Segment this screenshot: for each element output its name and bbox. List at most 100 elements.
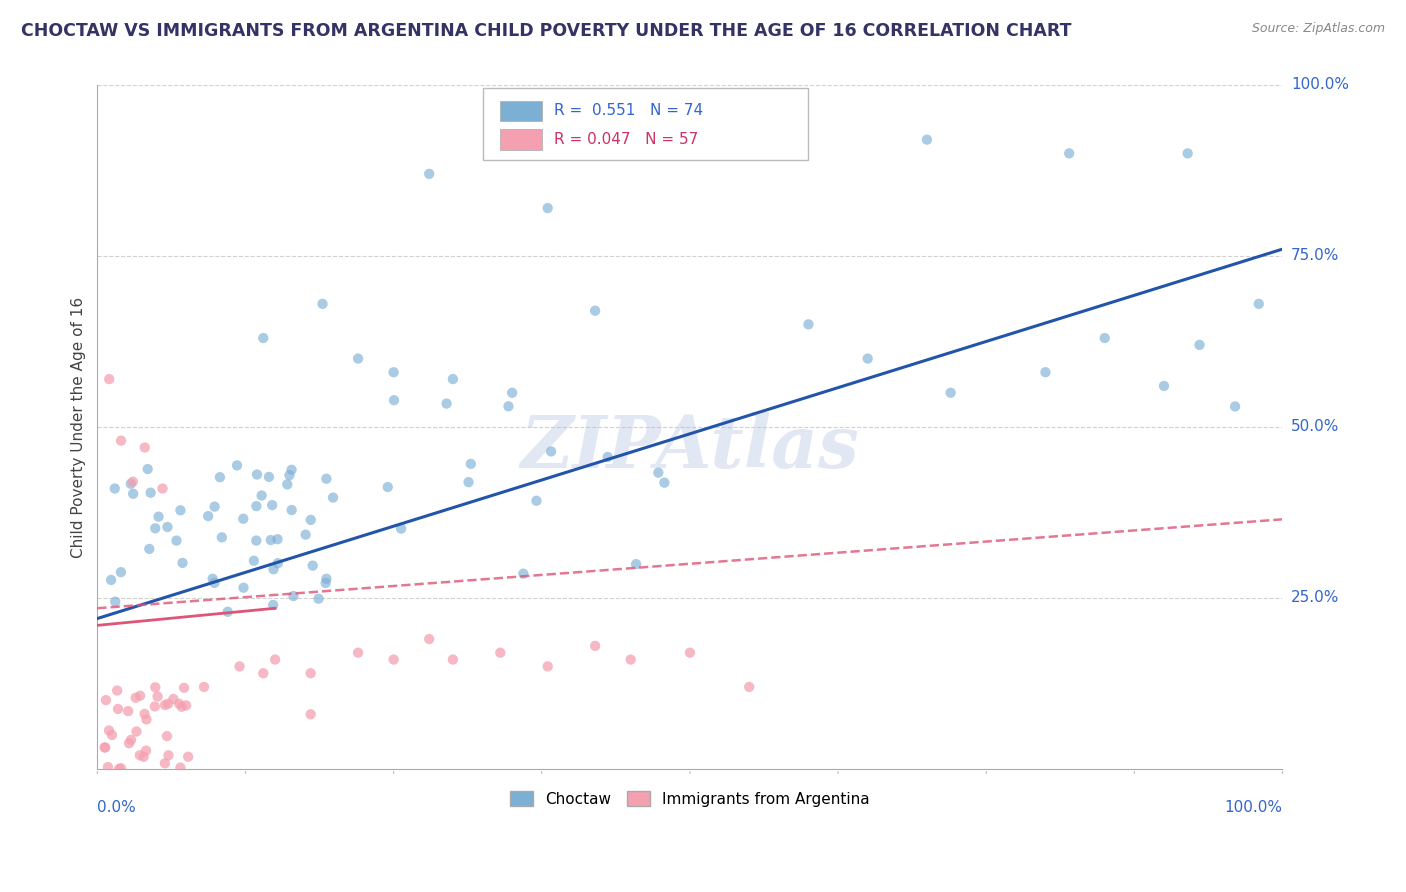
Point xyxy=(280,503,302,517)
Point xyxy=(322,491,344,505)
Point xyxy=(418,632,440,646)
Point xyxy=(624,557,647,571)
Text: 75.0%: 75.0% xyxy=(1291,249,1339,263)
Text: 50.0%: 50.0% xyxy=(1291,419,1339,434)
Y-axis label: Child Poverty Under the Age of 16: Child Poverty Under the Age of 16 xyxy=(72,296,86,558)
Point xyxy=(441,652,464,666)
Point xyxy=(93,740,115,755)
Legend: Choctaw, Immigrants from Argentina: Choctaw, Immigrants from Argentina xyxy=(505,784,876,813)
Point xyxy=(122,475,145,489)
Point xyxy=(97,760,120,774)
Point xyxy=(122,487,145,501)
Point xyxy=(120,476,142,491)
Point xyxy=(105,683,128,698)
Point xyxy=(100,573,122,587)
Point xyxy=(143,521,166,535)
Point xyxy=(110,761,132,775)
Point xyxy=(299,513,322,527)
Point xyxy=(294,527,316,541)
Point xyxy=(156,729,179,743)
Point xyxy=(98,723,121,738)
Point xyxy=(169,761,191,775)
Point xyxy=(498,400,520,414)
Point xyxy=(1094,331,1116,345)
Point xyxy=(382,365,405,379)
Point xyxy=(143,681,166,695)
Point xyxy=(118,736,141,750)
Point xyxy=(280,463,302,477)
Point xyxy=(501,385,523,400)
Point xyxy=(308,591,330,606)
Point xyxy=(266,533,288,547)
Point xyxy=(1188,338,1211,352)
Point xyxy=(120,732,142,747)
Point xyxy=(104,594,127,608)
Point xyxy=(315,576,337,591)
Point xyxy=(939,385,962,400)
Point xyxy=(583,303,606,318)
Point xyxy=(377,480,399,494)
Point xyxy=(129,689,152,703)
Point xyxy=(257,470,280,484)
Point xyxy=(620,652,643,666)
Text: 0.0%: 0.0% xyxy=(97,799,136,814)
Point xyxy=(347,351,370,366)
Text: R =  0.551   N = 74: R = 0.551 N = 74 xyxy=(554,103,703,119)
Point xyxy=(299,707,322,722)
Text: 100.0%: 100.0% xyxy=(1225,799,1282,814)
Point xyxy=(246,467,269,482)
Point xyxy=(153,698,176,712)
FancyBboxPatch shape xyxy=(501,129,541,150)
Point xyxy=(489,646,512,660)
Point xyxy=(208,470,231,484)
Point xyxy=(174,698,197,713)
Point xyxy=(418,167,440,181)
Point xyxy=(283,589,305,603)
Point xyxy=(460,457,482,471)
Point xyxy=(135,744,157,758)
Point xyxy=(94,693,117,707)
Point xyxy=(583,639,606,653)
Point xyxy=(232,512,254,526)
Point xyxy=(436,396,458,410)
Point xyxy=(107,702,129,716)
Point xyxy=(204,575,226,590)
Point xyxy=(138,541,160,556)
Point xyxy=(537,659,560,673)
Point xyxy=(110,565,132,579)
Point xyxy=(301,558,323,573)
Point xyxy=(252,666,274,681)
Point xyxy=(201,572,224,586)
FancyBboxPatch shape xyxy=(482,88,808,161)
Point xyxy=(170,699,193,714)
Point xyxy=(153,756,176,771)
Point xyxy=(276,477,298,491)
Point xyxy=(243,554,266,568)
Point xyxy=(104,482,127,496)
Text: ZIPAtlas: ZIPAtlas xyxy=(520,412,859,483)
Point xyxy=(157,748,180,763)
Point xyxy=(679,646,702,660)
Point xyxy=(389,522,412,536)
Point xyxy=(156,520,179,534)
Point xyxy=(232,581,254,595)
Point xyxy=(110,434,132,448)
Point xyxy=(262,598,284,612)
Point xyxy=(157,697,180,711)
Point xyxy=(264,652,287,666)
Point xyxy=(167,697,190,711)
Point xyxy=(596,450,619,464)
Point xyxy=(1247,297,1270,311)
Point xyxy=(1223,400,1246,414)
Point xyxy=(311,297,333,311)
Point xyxy=(526,493,548,508)
Point xyxy=(856,351,879,366)
Point xyxy=(98,372,121,386)
Point xyxy=(139,485,162,500)
Text: R = 0.047   N = 57: R = 0.047 N = 57 xyxy=(554,132,697,147)
Point xyxy=(124,690,146,705)
Point xyxy=(152,482,174,496)
Point xyxy=(94,740,117,755)
Point xyxy=(172,556,194,570)
Point xyxy=(125,724,148,739)
